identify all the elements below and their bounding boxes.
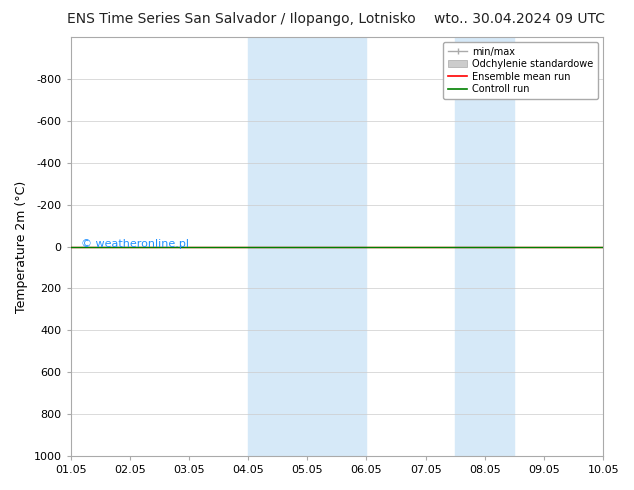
Y-axis label: Temperature 2m (°C): Temperature 2m (°C): [15, 180, 28, 313]
Text: © weatheronline.pl: © weatheronline.pl: [81, 240, 189, 249]
Legend: min/max, Odchylenie standardowe, Ensemble mean run, Controll run: min/max, Odchylenie standardowe, Ensembl…: [443, 42, 598, 99]
Text: ENS Time Series San Salvador / Ilopango, Lotnisko: ENS Time Series San Salvador / Ilopango,…: [67, 12, 415, 26]
Bar: [455, 37, 514, 456]
Text: wto.. 30.04.2024 09 UTC: wto.. 30.04.2024 09 UTC: [434, 12, 605, 26]
Bar: [248, 37, 366, 456]
